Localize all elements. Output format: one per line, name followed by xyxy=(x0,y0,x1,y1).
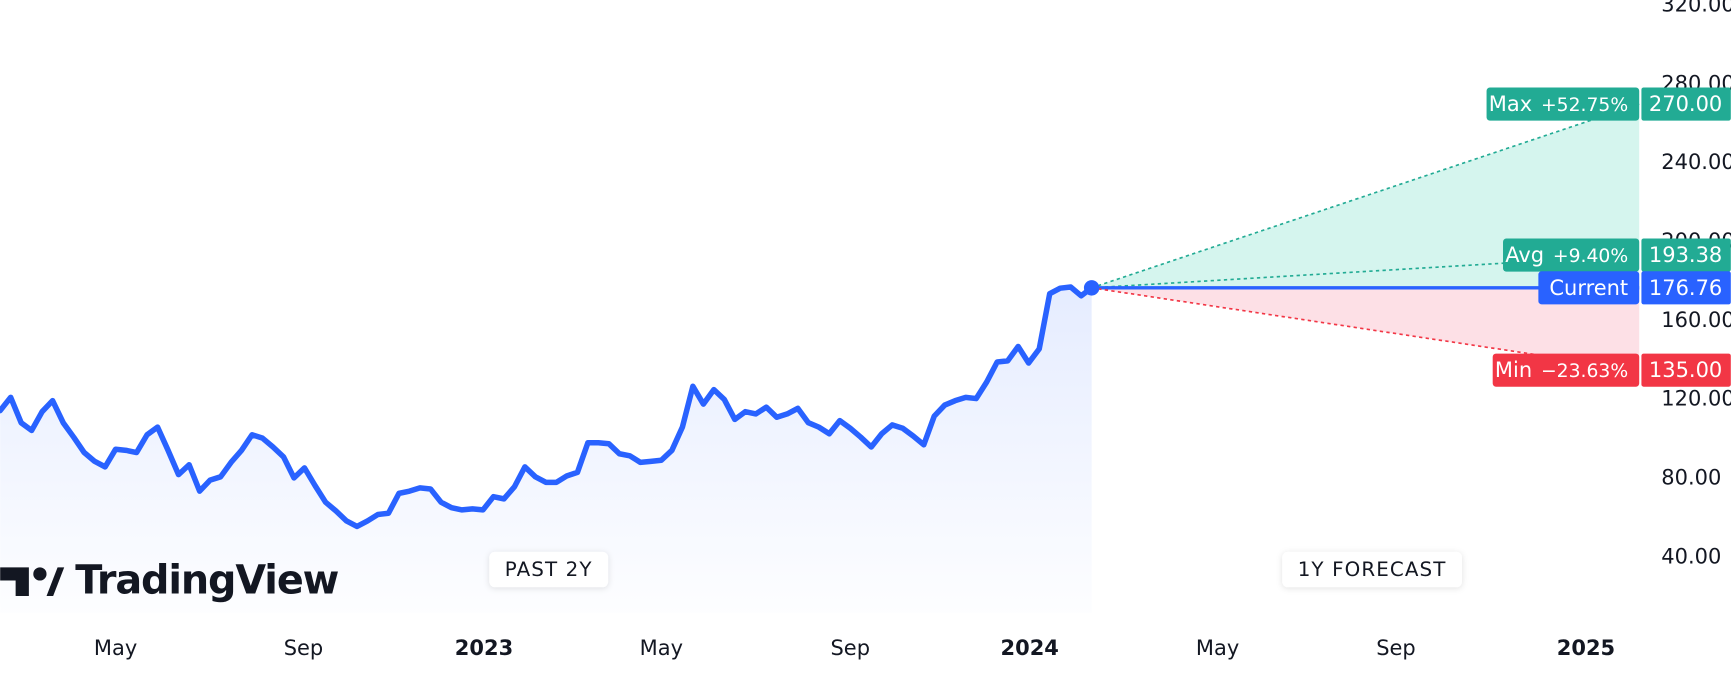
logo-mark xyxy=(46,567,65,597)
forecast-name-tag: Min −23.63% xyxy=(1492,353,1640,387)
y-tick-label: 120.00 xyxy=(1661,387,1731,411)
forecast-value-tag xyxy=(1641,353,1731,387)
forecast-name-bg xyxy=(1538,271,1640,305)
forecast-change: +52.75% xyxy=(1541,95,1628,116)
x-tick-label: May xyxy=(640,636,683,660)
forecast-value: 176.76 xyxy=(1649,276,1722,300)
current-point xyxy=(1083,280,1100,296)
forecast-name-tag: Avg +9.40% xyxy=(1503,238,1640,272)
y-tick-label: 160.00 xyxy=(1661,308,1731,332)
forecast-name-bg xyxy=(1486,87,1640,121)
x-tick-label: 2023 xyxy=(455,636,513,660)
x-tick-label: May xyxy=(94,636,137,660)
forecast-label: Min xyxy=(1495,358,1532,382)
logo-mark xyxy=(0,567,29,597)
price-area xyxy=(0,286,1092,613)
x-tick-label: May xyxy=(1196,636,1239,660)
forecast-name-tag: Max +52.75% xyxy=(1486,87,1640,121)
y-tick-label: 240.00 xyxy=(1661,150,1731,174)
pill-bg xyxy=(489,551,609,588)
period-pill: PAST 2Y xyxy=(489,551,609,588)
forecast-name: Min −23.63% xyxy=(1495,358,1628,382)
forecast-change: +9.40% xyxy=(1553,246,1628,267)
period-pill: 1Y FORECAST xyxy=(1282,551,1462,588)
y-tick-label: 80.00 xyxy=(1661,466,1721,490)
forecast-value: 135.00 xyxy=(1649,358,1722,382)
forecast-value: 193.38 xyxy=(1649,243,1722,267)
brand-name: TradingView xyxy=(75,557,338,603)
period-label: PAST 2Y xyxy=(505,558,593,581)
logo-mark xyxy=(33,567,47,581)
forecast-label: Avg xyxy=(1505,243,1544,267)
forecast-label: Max xyxy=(1489,92,1532,116)
forecast-name: Current xyxy=(1549,276,1628,300)
forecast-name-tag: Current xyxy=(1538,271,1640,305)
forecast-value-tag xyxy=(1641,87,1731,121)
y-tick-label: 40.00 xyxy=(1661,544,1721,568)
forecast-down-area xyxy=(1091,287,1640,371)
x-tick-label: Sep xyxy=(831,636,871,660)
forecast-label: Current xyxy=(1549,276,1628,300)
y-tick-label: 320.00 xyxy=(1661,0,1731,17)
brand-logo: TradingView xyxy=(0,557,340,603)
forecast-change: −23.63% xyxy=(1541,361,1628,382)
forecast-value-tag xyxy=(1641,271,1731,305)
pill-bg xyxy=(1282,551,1462,588)
forecast-name: Avg +9.40% xyxy=(1505,243,1628,267)
x-tick-label: 2025 xyxy=(1557,636,1615,660)
forecast-name-bg xyxy=(1503,238,1640,272)
forecast-value-tag xyxy=(1641,238,1731,272)
period-label: 1Y FORECAST xyxy=(1298,558,1447,581)
price-line xyxy=(0,284,1095,530)
x-tick-label: Sep xyxy=(1376,636,1416,660)
x-tick-label: Sep xyxy=(284,636,324,660)
x-tick-label: 2024 xyxy=(1001,636,1059,660)
forecast-value: 270.00 xyxy=(1649,92,1722,116)
forecast-name: Max +52.75% xyxy=(1489,92,1628,116)
forecast-name-bg xyxy=(1492,353,1640,387)
